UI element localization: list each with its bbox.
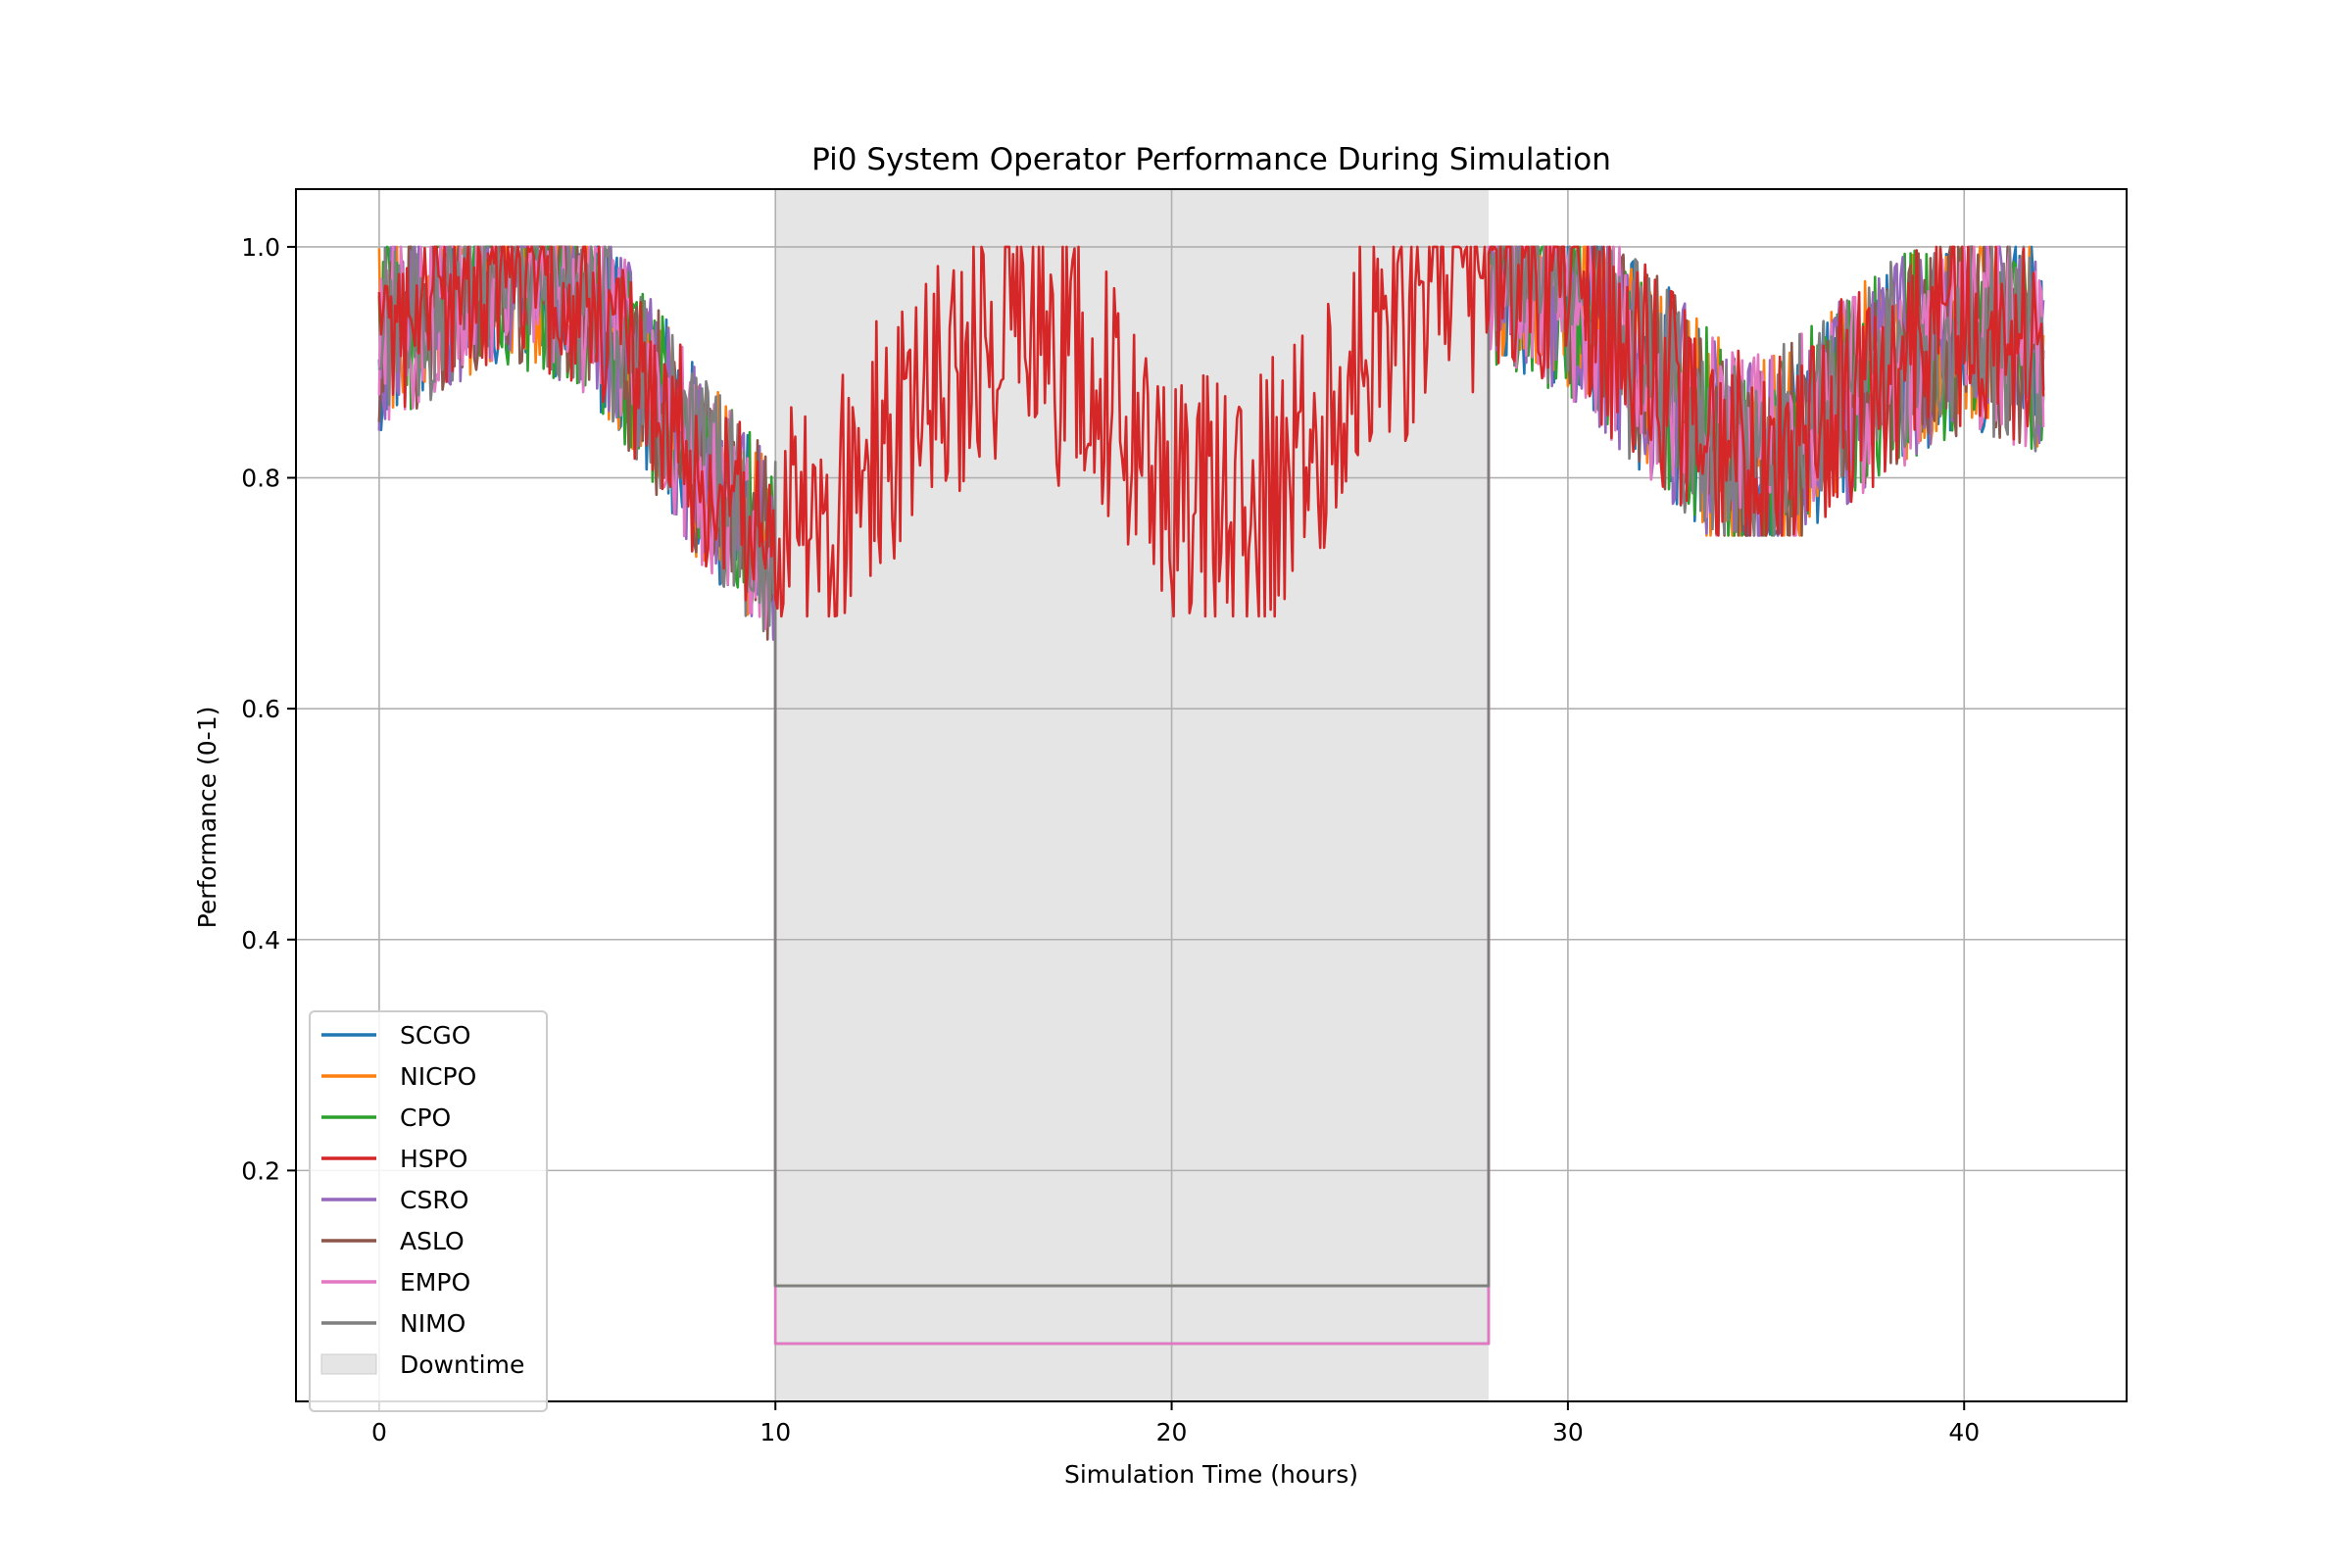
legend-label-downtime: Downtime (400, 1350, 524, 1379)
legend-swatch-downtime (320, 1353, 377, 1375)
legend-label-aslo: ASLO (400, 1227, 465, 1255)
legend-label-nicpo: NICPO (400, 1062, 476, 1091)
legend-label-scgo: SCGO (400, 1021, 470, 1050)
y-tick-label: 0.2 (241, 1156, 280, 1185)
legend-label-csro: CSRO (400, 1186, 468, 1214)
x-tick-label: 0 (371, 1418, 387, 1446)
y-tick-label: 0.6 (241, 695, 280, 723)
legend-label-hspo: HSPO (400, 1145, 467, 1173)
chart-title: Pi0 System Operator Performance During S… (811, 142, 1611, 177)
x-axis-label: Simulation Time (hours) (1064, 1460, 1358, 1489)
y-axis-label: Performance (0-1) (193, 707, 221, 929)
series-line-hspo (377, 245, 2045, 618)
x-tick-label: 40 (1948, 1418, 1980, 1446)
y-tick-label: 0.4 (241, 926, 280, 955)
x-tick-label: 10 (760, 1418, 791, 1446)
legend: SCGO NICPO CPO HSPO CSRO ASLO EMPO NIMO Downtime (309, 1010, 548, 1412)
x-tick-label: 20 (1156, 1418, 1188, 1446)
legend-label-nimo: NIMO (400, 1309, 466, 1338)
legend-box (309, 1010, 548, 1412)
legend-label-cpo: CPO (400, 1103, 451, 1132)
legend-label-empo: EMPO (400, 1268, 470, 1297)
y-tick-label: 1.0 (241, 233, 280, 262)
x-tick-label: 30 (1552, 1418, 1584, 1446)
downtime-span (775, 189, 1490, 1401)
plot-frame (295, 188, 2128, 1402)
y-tick-label: 0.8 (241, 465, 280, 493)
